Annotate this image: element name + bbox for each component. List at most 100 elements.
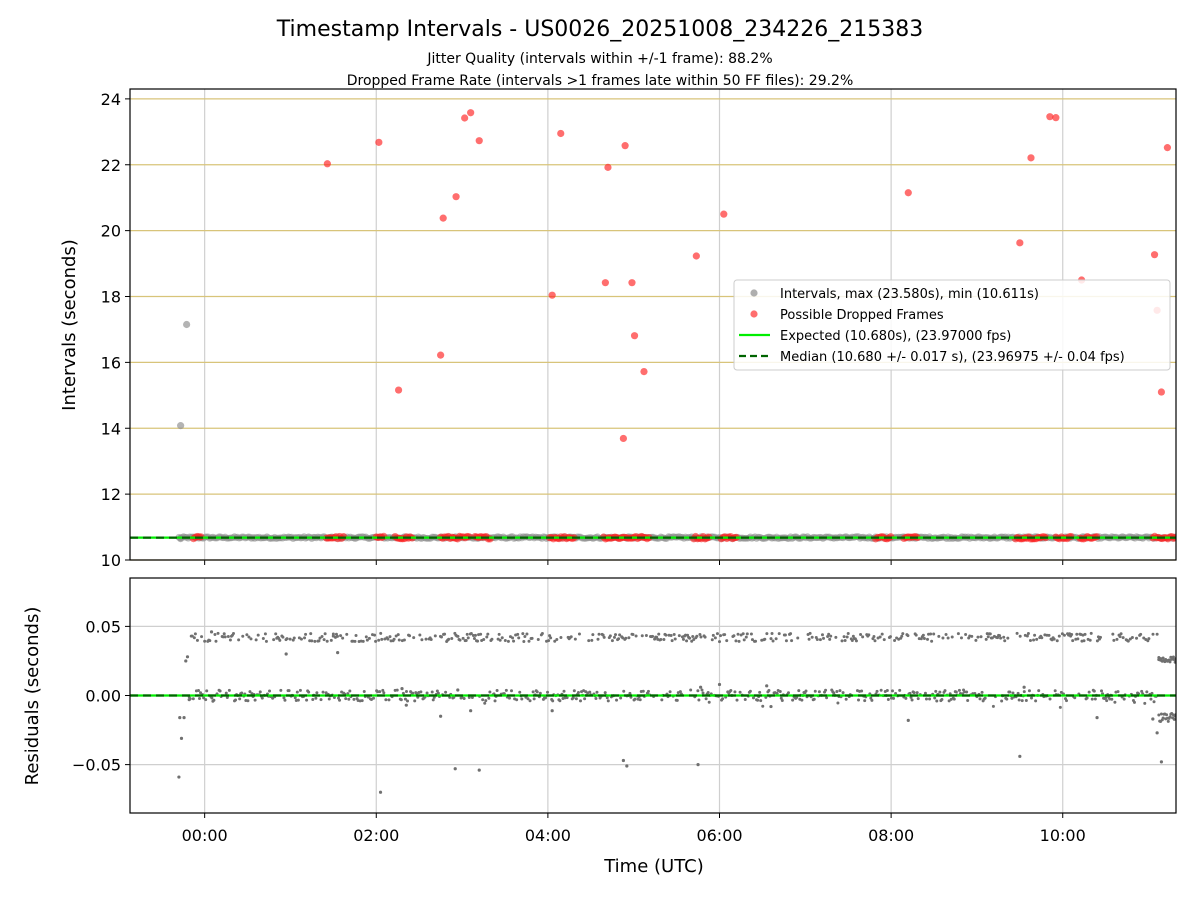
residual-point — [875, 689, 879, 693]
residual-point — [715, 632, 719, 636]
residual-point — [713, 636, 717, 640]
residual-point — [774, 637, 778, 641]
residual-point — [588, 690, 592, 694]
residual-point — [912, 691, 916, 695]
residual-point — [624, 636, 628, 640]
residual-point — [444, 690, 448, 694]
residual-point — [540, 632, 544, 636]
residual-point — [335, 634, 339, 638]
residual-point — [1032, 638, 1036, 642]
residual-point — [458, 638, 462, 642]
residual-point — [825, 696, 829, 700]
residual-point — [419, 690, 423, 694]
residual-point — [1111, 632, 1115, 636]
residual-point — [506, 639, 510, 643]
residual-point — [745, 632, 749, 636]
residual-point — [668, 690, 672, 694]
residual-point — [532, 697, 536, 701]
y-tick-label: 12 — [101, 485, 121, 504]
residual-point — [1098, 635, 1102, 639]
residual-point — [1149, 697, 1153, 701]
residual-point — [1016, 691, 1020, 695]
residual-point — [966, 699, 970, 703]
residual-point — [1073, 696, 1077, 700]
residual-point — [559, 636, 563, 640]
residual-point — [1027, 689, 1031, 693]
residual-point — [372, 696, 376, 700]
residual-point — [646, 689, 650, 693]
residual-point — [295, 690, 299, 694]
residual-outlier-point — [765, 684, 769, 688]
residual-point — [828, 637, 832, 641]
residual-point — [924, 697, 928, 701]
residual-point — [904, 696, 908, 700]
residual-point — [381, 688, 385, 692]
residual-point — [736, 632, 740, 636]
residual-point — [325, 639, 329, 643]
residual-point — [910, 698, 914, 702]
residual-point — [1172, 717, 1176, 721]
residual-point — [1057, 634, 1061, 638]
residual-point — [1070, 633, 1074, 637]
residual-point — [401, 691, 405, 695]
residual-point — [1083, 632, 1087, 636]
y-axis-label-intervals: Intervals (seconds) — [59, 239, 80, 411]
residual-point — [199, 691, 203, 695]
residual-point — [1029, 696, 1033, 700]
residual-point — [345, 632, 349, 636]
residual-point — [834, 635, 838, 639]
residual-outlier-point — [1157, 657, 1161, 662]
dropped-frame-point — [904, 189, 912, 197]
residual-point — [879, 688, 883, 692]
residual-point — [420, 638, 424, 642]
residual-point — [254, 638, 258, 642]
residual-point — [535, 690, 539, 694]
residual-point — [1037, 689, 1041, 693]
residual-point — [271, 696, 275, 700]
residual-point — [482, 638, 486, 642]
residual-outlier-point — [1151, 717, 1155, 721]
residual-point — [466, 636, 470, 640]
residual-point — [1035, 637, 1039, 641]
residual-point — [248, 690, 252, 694]
residual-point — [1034, 699, 1038, 703]
residual-point — [857, 698, 861, 702]
residual-point — [681, 637, 685, 641]
dropped-frame-point — [601, 279, 609, 287]
residual-point — [1100, 689, 1104, 693]
residual-point — [1112, 638, 1116, 642]
residual-point — [860, 689, 864, 693]
dropped-frame-point — [630, 332, 639, 340]
residual-point — [970, 634, 974, 638]
residual-point — [791, 698, 795, 702]
residual-point — [1076, 637, 1080, 641]
residual-point — [935, 699, 939, 703]
residual-point — [721, 697, 725, 701]
residual-point — [1085, 696, 1089, 700]
residual-point — [1159, 712, 1163, 716]
residual-point — [348, 689, 352, 693]
residual-point — [898, 688, 902, 692]
residual-point — [901, 632, 905, 636]
residual-outlier-point — [456, 688, 460, 692]
residual-point — [1132, 700, 1136, 704]
residual-point — [238, 697, 242, 701]
residual-point — [1055, 639, 1059, 643]
residual-point — [786, 691, 790, 695]
residual-point — [476, 639, 480, 643]
residual-point — [1048, 697, 1052, 701]
residual-outlier-point — [906, 718, 910, 722]
residual-point — [1003, 639, 1007, 643]
residual-outlier-point — [477, 768, 481, 772]
residual-point — [718, 640, 722, 644]
residual-point — [844, 697, 848, 701]
residual-point — [310, 639, 314, 643]
residual-point — [467, 695, 471, 699]
residual-point — [810, 635, 814, 639]
residual-point — [1047, 633, 1051, 637]
residual-point — [380, 637, 384, 641]
residual-point — [436, 691, 440, 695]
residual-point — [227, 688, 231, 692]
residual-point — [1017, 698, 1021, 702]
